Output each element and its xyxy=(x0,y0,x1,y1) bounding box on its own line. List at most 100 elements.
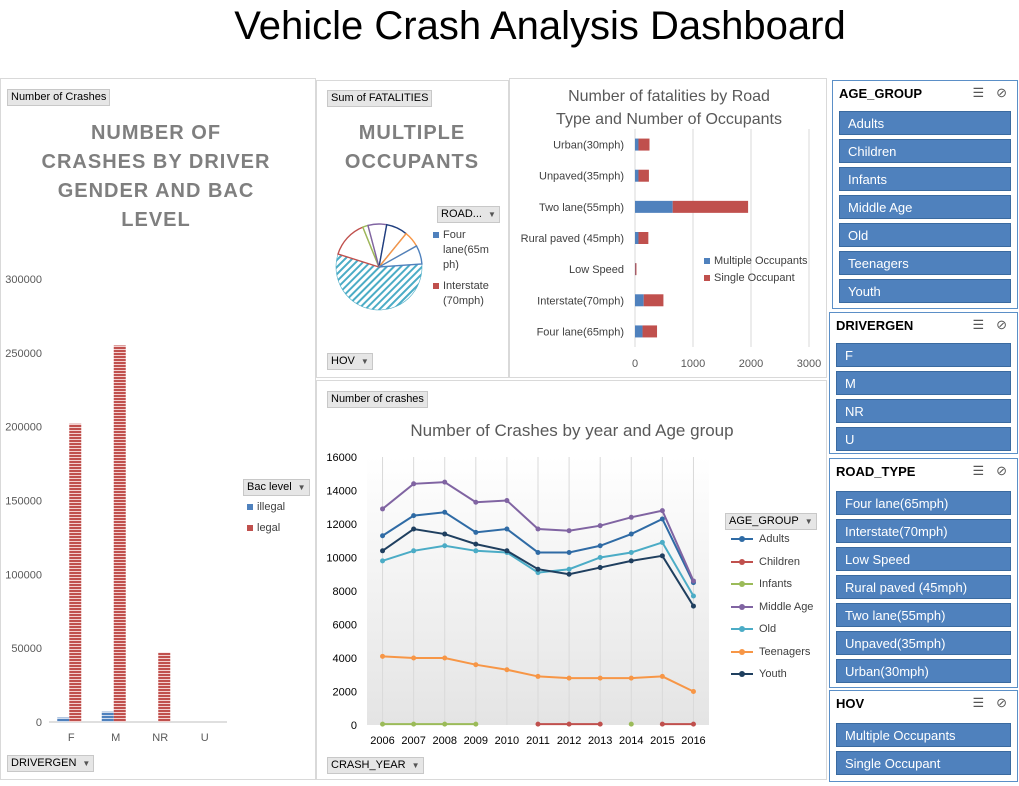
data-point xyxy=(411,481,417,487)
slicer-item-urban[interactable]: Urban(30mph) xyxy=(836,659,1011,683)
legend-field-label: Bac level xyxy=(247,481,292,493)
dropdown-arrow-icon: ▼ xyxy=(297,483,306,492)
slicer-title: DRIVERGEN xyxy=(836,318,914,333)
data-point xyxy=(690,578,696,584)
legend-item-middle-age: Middle Age xyxy=(731,601,813,613)
slicer-item-infants[interactable]: Infants xyxy=(839,167,1011,191)
legend-field-button[interactable]: AGE_GROUP ▼ xyxy=(725,513,817,530)
multi-select-icon[interactable]: ☰ xyxy=(972,695,985,710)
slicer-item-adults[interactable]: Adults xyxy=(839,111,1011,135)
legend-swatch xyxy=(247,525,253,532)
slicer-header-icons: ☰ ⊘ xyxy=(960,463,1007,479)
multiple-occupants-pie-panel[interactable]: Sum of FATALITIES MULTIPLE OCCUPANTS ROA… xyxy=(316,80,509,378)
multi-select-icon[interactable]: ☰ xyxy=(972,85,985,100)
slicer-item-old[interactable]: Old xyxy=(839,223,1011,247)
slicer-road-type[interactable]: ROAD_TYPE ☰ ⊘ Four lane(65mph) Interstate… xyxy=(829,458,1018,688)
slicer-item-multiple-occupants[interactable]: Multiple Occupants xyxy=(836,723,1011,747)
category-label: Rural paved (45mph) xyxy=(521,233,624,245)
clear-filter-icon[interactable]: ⊘ xyxy=(996,463,1007,478)
slicer-item-m[interactable]: M xyxy=(836,371,1011,395)
data-point xyxy=(659,721,665,727)
data-point xyxy=(473,662,479,668)
value-field-button[interactable]: Sum of FATALITIES xyxy=(327,90,433,107)
slicer-item-nr[interactable]: NR xyxy=(836,399,1011,423)
clear-filter-icon[interactable]: ⊘ xyxy=(996,317,1007,332)
clear-filter-icon[interactable]: ⊘ xyxy=(996,695,1007,710)
filter-field-button[interactable]: HOV ▼ xyxy=(327,353,373,370)
pie-title-line: OCCUPANTS xyxy=(344,151,480,173)
bar-legal xyxy=(158,652,171,722)
x-tick-label: 2012 xyxy=(557,735,581,747)
legend-line-swatch xyxy=(731,671,753,678)
pie-slice xyxy=(335,253,423,311)
slicer-item-interstate[interactable]: Interstate(70mph) xyxy=(836,519,1011,543)
x-tick-label: 2016 xyxy=(681,735,705,747)
legend-line-swatch xyxy=(731,648,753,655)
data-point xyxy=(566,566,572,572)
legend-field-button[interactable]: Bac level ▼ xyxy=(243,479,310,496)
data-point xyxy=(535,721,541,727)
crashes-by-year-panel[interactable]: Number of crashes Number of Crashes by y… xyxy=(316,380,827,780)
axis-field-button[interactable]: CRASH_YEAR ▼ xyxy=(327,757,424,774)
x-tick-label: U xyxy=(201,732,209,744)
slicer-item-teenagers[interactable]: Teenagers xyxy=(839,251,1011,275)
slicer-header-icons: ☰ ⊘ xyxy=(960,85,1007,101)
x-tick-label: 2014 xyxy=(619,735,643,747)
legend-item-multiple: Multiple Occupants xyxy=(704,255,808,267)
multi-select-icon[interactable]: ☰ xyxy=(972,463,985,478)
legend-label: Youth xyxy=(759,668,787,680)
legend-field-button[interactable]: ROAD... ▼ xyxy=(437,206,500,223)
clear-filter-icon[interactable]: ⊘ xyxy=(996,85,1007,100)
slicer-item-single-occupant[interactable]: Single Occupant xyxy=(836,751,1011,775)
road-type-chart-panel[interactable]: Number of fatalities by Road Type and Nu… xyxy=(509,78,827,378)
y-tick-label: 4000 xyxy=(333,653,357,665)
slicer-hov[interactable]: HOV ☰ ⊘ Multiple Occupants Single Occupan… xyxy=(829,690,1018,782)
slicer-item-unpaved[interactable]: Unpaved(35mph) xyxy=(836,631,1011,655)
x-tick-label: NR xyxy=(152,732,168,744)
legend-marker xyxy=(739,626,745,633)
pie-title-line: MULTIPLE xyxy=(358,122,466,144)
data-point xyxy=(504,498,510,504)
slicer-item-two-lane[interactable]: Two lane(55mph) xyxy=(836,603,1011,627)
data-point xyxy=(535,526,541,532)
y-tick-label: 150000 xyxy=(5,496,42,508)
gender-title-line: CRASHES BY DRIVER xyxy=(41,151,271,173)
legend-item-interstate: Interstate (70mph) xyxy=(433,279,503,309)
slicer-age-group[interactable]: AGE_GROUP ☰ ⊘ Adults Children Infants Mid… xyxy=(832,80,1018,309)
y-tick-label: 14000 xyxy=(326,486,357,498)
data-point xyxy=(628,531,634,537)
legend-label: Four lane(65m ph) xyxy=(443,229,489,271)
slicer-item-youth[interactable]: Youth xyxy=(839,279,1011,303)
legend-swatch xyxy=(433,232,439,239)
bar-single-occupant xyxy=(672,200,749,213)
slicer-item-children[interactable]: Children xyxy=(839,139,1011,163)
slicer-item-u[interactable]: U xyxy=(836,427,1011,451)
slicer-item-low-speed[interactable]: Low Speed xyxy=(836,547,1011,571)
pie-chart-title: MULTIPLE OCCUPANTS xyxy=(317,119,507,177)
slicer-drivergen[interactable]: DRIVERGEN ☰ ⊘ F M NR U xyxy=(829,312,1018,454)
road-chart-title: Number of fatalities by Road Type and Nu… xyxy=(510,85,828,131)
slicer-item-middle-age[interactable]: Middle Age xyxy=(839,195,1011,219)
multi-select-icon[interactable]: ☰ xyxy=(972,317,985,332)
gender-title-line: LEVEL xyxy=(121,209,191,231)
x-tick-label: 2009 xyxy=(464,735,488,747)
bar-multiple-occupants xyxy=(635,169,639,182)
slicer-item-rural-paved[interactable]: Rural paved (45mph) xyxy=(836,575,1011,599)
bar-illegal xyxy=(101,711,114,722)
legend-label: Old xyxy=(759,623,777,635)
legend-label: illegal xyxy=(257,501,286,513)
slicer-item-four-lane[interactable]: Four lane(65mph) xyxy=(836,491,1011,515)
gender-bac-chart-panel[interactable]: Number of Crashes NUMBER OF CRASHES BY D… xyxy=(0,78,316,780)
data-point xyxy=(380,533,386,539)
value-field-button[interactable]: Number of Crashes xyxy=(7,89,111,106)
bar-single-occupant xyxy=(638,138,650,151)
dropdown-arrow-icon: ▼ xyxy=(360,357,369,366)
axis-field-button[interactable]: DRIVERGEN ▼ xyxy=(7,755,95,772)
slicer-item-f[interactable]: F xyxy=(836,343,1011,367)
value-field-button[interactable]: Number of crashes xyxy=(327,391,428,408)
category-label: Four lane(65mph) xyxy=(537,326,624,338)
data-point xyxy=(504,667,510,673)
filter-field-label: HOV xyxy=(331,355,355,367)
legend-marker xyxy=(739,648,745,655)
data-point xyxy=(535,673,541,679)
